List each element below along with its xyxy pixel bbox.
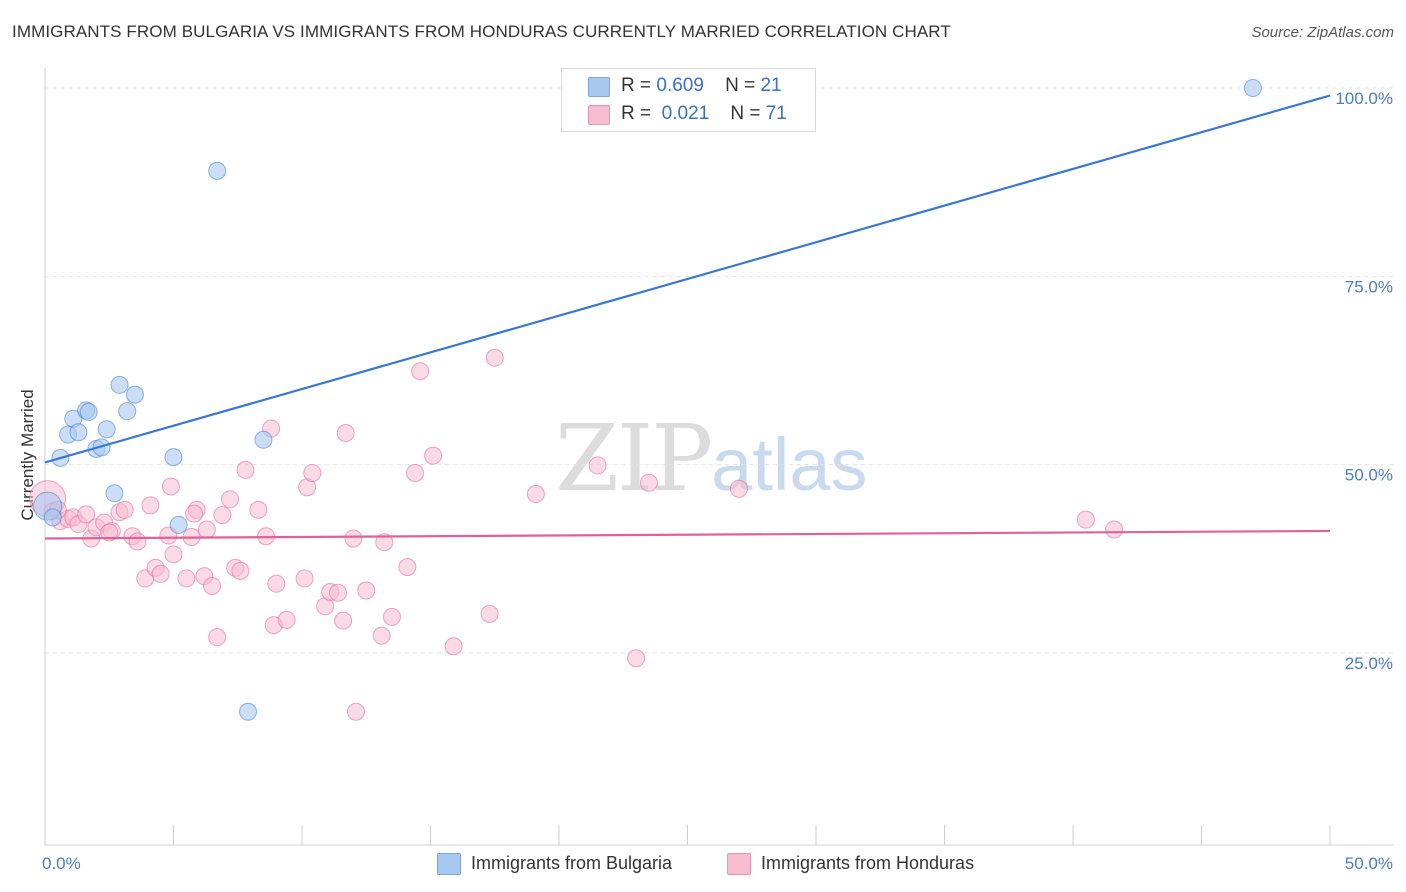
honduras-point	[526, 485, 545, 504]
honduras-point	[249, 500, 268, 519]
honduras-point	[328, 583, 347, 602]
honduras-point	[627, 649, 646, 668]
bulgaria-point	[125, 385, 144, 404]
bulgaria-point	[169, 515, 188, 534]
bulgaria-point	[79, 402, 98, 421]
honduras-point	[277, 610, 296, 629]
honduras-point	[141, 496, 160, 515]
honduras-point	[411, 362, 430, 381]
bulgaria-point	[118, 402, 137, 421]
bottom-legend-swatch-honduras	[727, 853, 751, 875]
trend-line-honduras	[44, 529, 1331, 540]
honduras-point	[382, 607, 401, 626]
honduras-point	[346, 702, 365, 721]
bulgaria-point	[239, 702, 258, 721]
honduras-point	[303, 463, 322, 482]
bulgaria-point	[1243, 79, 1262, 97]
correlation-legend: R = 0.609 N = 21 R = 0.021 N = 71	[561, 68, 816, 132]
tick-labels: 25.0% 50.0% 75.0% 100.0% 0.0% 50.0%	[42, 89, 1393, 873]
honduras-point	[485, 348, 504, 367]
honduras-point	[100, 523, 119, 542]
bulgaria-point	[105, 484, 124, 503]
legend-r-bulgaria: 0.609	[656, 75, 704, 96]
y-tick-label-100: 100.0%	[1335, 89, 1393, 108]
honduras-point	[1105, 520, 1124, 539]
bulgaria-point	[254, 430, 273, 449]
axes	[44, 68, 1393, 846]
honduras-point	[213, 506, 232, 525]
honduras-point	[1076, 510, 1095, 529]
honduras-point	[480, 604, 499, 623]
honduras-point	[161, 477, 180, 496]
honduras-point	[128, 532, 147, 551]
honduras-point	[588, 456, 607, 475]
bulgaria-point	[208, 161, 227, 180]
legend-swatch-bulgaria	[588, 77, 610, 97]
honduras-point	[372, 626, 391, 645]
honduras-point	[177, 569, 196, 588]
honduras-point	[424, 446, 443, 465]
legend-r-honduras: 0.021	[661, 103, 710, 124]
honduras-point	[151, 564, 170, 583]
trend-lines	[44, 94, 1331, 540]
bulgaria-point	[43, 508, 62, 527]
honduras-point	[185, 504, 204, 523]
legend-n-honduras: 71	[765, 103, 787, 124]
honduras-point	[164, 545, 183, 564]
honduras-point	[221, 490, 240, 509]
honduras-point	[344, 529, 363, 548]
honduras-point	[77, 505, 96, 524]
watermark-zip: ZIP	[555, 405, 713, 512]
honduras-point	[357, 581, 376, 600]
bottom-legend-swatch-bulgaria	[437, 853, 461, 875]
honduras-point	[398, 558, 417, 577]
honduras-point	[336, 424, 355, 443]
honduras-point	[236, 460, 255, 479]
honduras-point	[197, 520, 216, 539]
honduras-point	[639, 473, 658, 492]
honduras-point	[406, 463, 425, 482]
legend-text-bulgaria: R = 0.609 N = 21	[621, 75, 782, 96]
bottom-legend-label-honduras: Immigrants from Honduras	[761, 853, 975, 873]
honduras-point	[203, 576, 222, 595]
page-title: IMMIGRANTS FROM BULGARIA VS IMMIGRANTS F…	[12, 22, 951, 41]
bottom-legend-label-bulgaria: Immigrants from Bulgaria	[471, 853, 673, 873]
bulgaria-point	[164, 448, 183, 467]
honduras-point	[444, 637, 463, 656]
x-tick-label-0: 0.0%	[42, 854, 81, 873]
series-bulgaria-points	[33, 79, 1262, 721]
series-honduras-points	[29, 348, 1124, 721]
honduras-point	[208, 628, 227, 647]
honduras-point	[334, 611, 353, 630]
legend-text-honduras: R = 0.021 N = 71	[621, 103, 787, 124]
honduras-point	[295, 569, 314, 588]
watermark: ZIPatlas	[555, 405, 867, 512]
y-tick-label-50: 50.0%	[1345, 466, 1393, 485]
honduras-point	[115, 500, 134, 519]
honduras-point	[231, 561, 250, 580]
bulgaria-point	[110, 375, 129, 394]
legend-swatch-honduras	[588, 105, 610, 125]
y-tick-label-25: 25.0%	[1345, 654, 1393, 673]
source-credit: Source: ZipAtlas.com	[1251, 24, 1394, 41]
bulgaria-point	[97, 420, 116, 439]
trend-line-bulgaria	[44, 94, 1331, 464]
y-tick-label-75: 75.0%	[1345, 277, 1393, 296]
honduras-point	[267, 574, 286, 593]
x-tick-label-50: 50.0%	[1345, 854, 1393, 873]
legend-n-bulgaria: 21	[760, 75, 782, 96]
honduras-point	[729, 479, 748, 498]
honduras-point	[375, 533, 394, 552]
bulgaria-point	[69, 423, 88, 442]
